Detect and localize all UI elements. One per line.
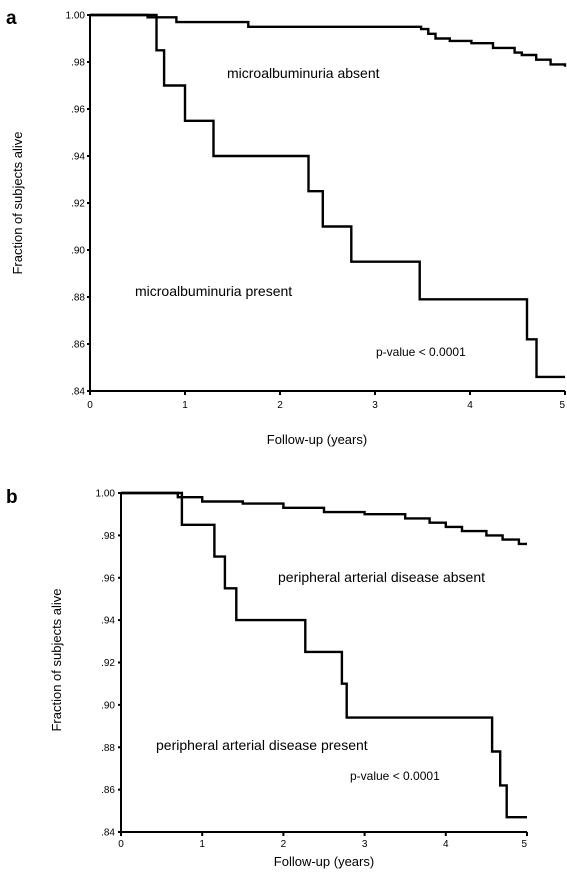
panel-a-p-value: p-value < 0.0001 bbox=[376, 345, 466, 359]
panel-a-x-tick-label: 0 bbox=[87, 400, 93, 411]
panel-a-y-tick-label: 1.00 bbox=[66, 11, 86, 22]
panel-a-y-tick-label: .96 bbox=[71, 105, 85, 116]
panel-b-x-tick-label: 2 bbox=[281, 839, 287, 850]
panel-b-y-tick-label: .84 bbox=[101, 828, 115, 839]
panel-a-x-axis-label: Follow-up (years) bbox=[267, 432, 367, 447]
panel-a-x-tick-label: 4 bbox=[467, 400, 473, 411]
panel-b-curve-absent bbox=[121, 491, 527, 546]
panel-b-y-tick-label: .96 bbox=[101, 573, 115, 584]
panel-b-x-tick-label: 3 bbox=[362, 839, 368, 850]
panel-a-y-tick-label: .98 bbox=[71, 58, 85, 69]
panel-b-y-tick-label: 1.00 bbox=[96, 489, 116, 500]
panel-b-y-tick-label: .90 bbox=[101, 700, 115, 711]
panel-b-x-axis-label: Follow-up (years) bbox=[274, 854, 374, 869]
panel-a-curve-present bbox=[90, 13, 565, 379]
panel-a-x-tick-label: 2 bbox=[277, 400, 283, 411]
panel-b-y-tick-label: .88 bbox=[101, 743, 115, 754]
panel-a-label: a bbox=[6, 8, 17, 29]
panel-a-y-tick-label: .92 bbox=[71, 199, 85, 210]
panel-b-label-absent: peripheral arterial disease absent bbox=[278, 569, 485, 585]
panel-a-y-tick-label: .86 bbox=[71, 340, 85, 351]
panel-b-chart: b Fraction of subjects alive Follow-up (… bbox=[6, 487, 528, 869]
panel-a-curve-absent bbox=[90, 13, 567, 67]
panel-a-y-tick-label: .88 bbox=[71, 293, 85, 304]
panel-a-x-tick-label: 1 bbox=[182, 400, 188, 411]
panel-a-label-present: microalbuminuria present bbox=[135, 283, 292, 299]
panel-a-x-tick-label: 3 bbox=[372, 400, 378, 411]
panel-b-x-tick-label: 1 bbox=[199, 839, 205, 850]
panel-b-p-value: p-value < 0.0001 bbox=[350, 769, 440, 783]
panel-b-y-tick-label: .94 bbox=[101, 616, 115, 627]
panel-a-y-axis-label: Fraction of subjects alive bbox=[10, 131, 25, 274]
panel-b-x-tick-label: 5 bbox=[521, 839, 527, 850]
panel-a-y-tick-label: .94 bbox=[71, 152, 85, 163]
panel-a-y-tick-label: .84 bbox=[71, 387, 85, 398]
panel-a-x-tick-label: 5 bbox=[559, 400, 565, 411]
panel-b-label: b bbox=[6, 487, 18, 508]
panel-b-label-present: peripheral arterial disease present bbox=[156, 737, 368, 753]
panel-b-y-tick-label: .98 bbox=[101, 531, 115, 542]
panel-b-y-tick-label: .86 bbox=[101, 785, 115, 796]
panel-a-chart: a Fraction of subjects alive Follow-up (… bbox=[6, 8, 567, 447]
panel-b-x-tick-label: 0 bbox=[118, 839, 124, 850]
panel-a-label-absent: microalbuminuria absent bbox=[227, 65, 380, 81]
panel-b-curve-present bbox=[121, 491, 527, 819]
panel-a-y-tick-label: .90 bbox=[71, 246, 85, 257]
panel-b-y-tick-label: .92 bbox=[101, 658, 115, 669]
panel-b-y-axis-label: Fraction of subjects alive bbox=[49, 588, 64, 731]
panel-b-x-tick-label: 4 bbox=[443, 839, 449, 850]
